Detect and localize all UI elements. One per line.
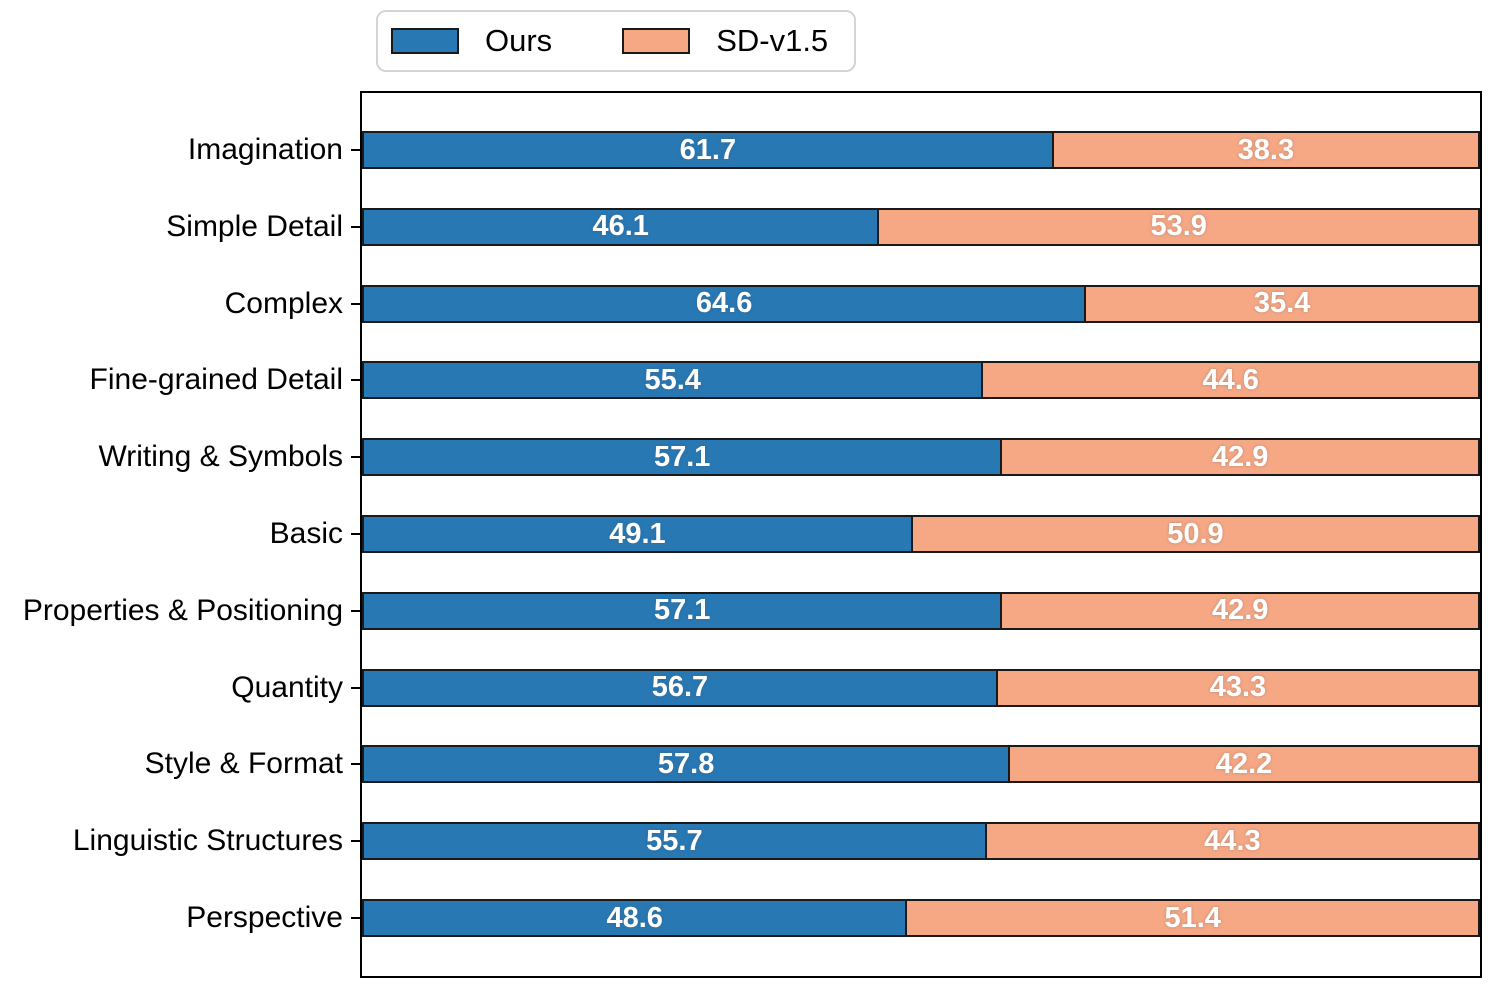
bar-segment-ours: 57.8 [362, 745, 1009, 784]
category-label: Simple Detail [166, 209, 343, 243]
category-label: Style & Format [144, 747, 343, 781]
bar-value-label: 57.1 [653, 440, 711, 473]
bar-segment-sd-v1-5: 50.9 [910, 515, 1480, 553]
bar-segment-sd-v1-5: 43.3 [995, 668, 1480, 707]
tick-mark [351, 609, 360, 612]
bar-segment-ours: 57.1 [362, 591, 1001, 630]
bar-value-label: 42.2 [1215, 747, 1273, 780]
bar-segment-ours: 55.4 [362, 361, 982, 400]
bar-value-label: 46.1 [592, 210, 649, 243]
bar-value-label: 38.3 [1237, 133, 1295, 166]
bar-value-label: 35.4 [1253, 287, 1311, 320]
legend-item-0: Ours [391, 23, 552, 59]
bar-row: 55.4 44.6 [362, 361, 1480, 400]
bar-value-label: 51.4 [1164, 901, 1221, 934]
bar-segment-ours: 48.6 [362, 899, 906, 937]
bar-row: 49.1 50.9 [362, 515, 1480, 553]
bar-segment-ours: 49.1 [362, 515, 911, 553]
bar-value-label: 48.6 [606, 901, 663, 934]
category-label: Quantity [231, 670, 343, 704]
bar-value-label: 64.6 [695, 287, 753, 320]
tick-mark [351, 302, 360, 305]
bar-segment-ours: 57.1 [362, 438, 1001, 477]
bar-segment-sd-v1-5: 42.9 [1000, 591, 1480, 630]
bar-row: 57.1 42.9 [362, 591, 1480, 630]
category-label: Properties & Positioning [22, 593, 343, 627]
legend: Ours SD-v1.5 [376, 10, 857, 72]
tick-mark [351, 456, 360, 459]
tick-mark [351, 840, 360, 843]
category-label: Writing & Symbols [98, 440, 343, 474]
bar-value-label: 49.1 [609, 517, 666, 550]
bar-row: 61.7 38.3 [362, 131, 1480, 169]
bar-value-label: 42.9 [1211, 594, 1269, 627]
bar-row: 46.1 53.9 [362, 207, 1480, 246]
tick-mark [351, 917, 360, 919]
bar-segment-sd-v1-5: 44.6 [981, 361, 1480, 400]
category-label: Linguistic Structures [72, 824, 343, 858]
bar-segment-sd-v1-5: 53.9 [877, 207, 1480, 246]
bar-segment-sd-v1-5: 42.9 [1000, 438, 1480, 477]
category-label: Basic [269, 517, 343, 550]
bar-row: 57.8 42.2 [362, 745, 1480, 784]
bar-row: 57.1 42.9 [362, 438, 1480, 477]
category-label: Fine-grained Detail [89, 363, 343, 397]
bar-segment-ours: 64.6 [362, 284, 1085, 323]
bar-value-label: 50.9 [1167, 517, 1224, 550]
bar-segment-sd-v1-5: 42.2 [1008, 745, 1480, 784]
legend-label: Ours [485, 23, 553, 58]
plot-area: 61.7 38.3 46.1 53.9 64.6 35.4 55.4 44.6 57.1 42.9… [360, 91, 1482, 978]
bar-segment-sd-v1-5: 51.4 [905, 899, 1480, 937]
bar-value-label: 44.3 [1204, 824, 1261, 857]
bar-value-label: 55.4 [644, 363, 701, 396]
category-label: Complex [224, 286, 343, 320]
bar-segment-ours: 56.7 [362, 668, 996, 707]
legend-item-1: SD-v1.5 [622, 23, 828, 59]
category-label: Perspective [186, 901, 343, 934]
legend-label: SD-v1.5 [716, 23, 829, 58]
bar-value-label: 57.1 [653, 594, 711, 627]
bar-row: 64.6 35.4 [362, 284, 1480, 323]
category-label: Imagination [187, 133, 343, 166]
tick-mark [351, 379, 360, 382]
bar-value-label: 53.9 [1150, 210, 1207, 243]
bar-value-label: 56.7 [651, 671, 709, 704]
tick-mark [351, 225, 360, 228]
bar-row: 56.7 43.3 [362, 668, 1480, 707]
bar-value-label: 57.8 [657, 747, 715, 780]
bar-segment-ours: 55.7 [362, 822, 985, 861]
legend-swatch-icon [622, 28, 691, 54]
bar-value-label: 43.3 [1209, 671, 1267, 704]
bar-value-label: 61.7 [679, 133, 737, 166]
bar-row: 55.7 44.3 [362, 822, 1480, 861]
bar-segment-sd-v1-5: 44.3 [984, 822, 1480, 861]
bar-segment-ours: 61.7 [362, 131, 1052, 169]
tick-mark [351, 763, 360, 766]
tick-mark [351, 533, 360, 535]
bar-value-label: 42.9 [1211, 440, 1269, 473]
bar-value-label: 55.7 [646, 824, 703, 857]
tick-mark [351, 149, 360, 151]
bar-row: 48.6 51.4 [362, 899, 1480, 937]
bar-segment-ours: 46.1 [362, 207, 878, 246]
tick-mark [351, 686, 360, 689]
bar-segment-sd-v1-5: 38.3 [1051, 131, 1480, 169]
bar-segment-sd-v1-5: 35.4 [1084, 284, 1480, 323]
legend-swatch-icon [391, 28, 459, 54]
bar-value-label: 44.6 [1202, 363, 1259, 396]
